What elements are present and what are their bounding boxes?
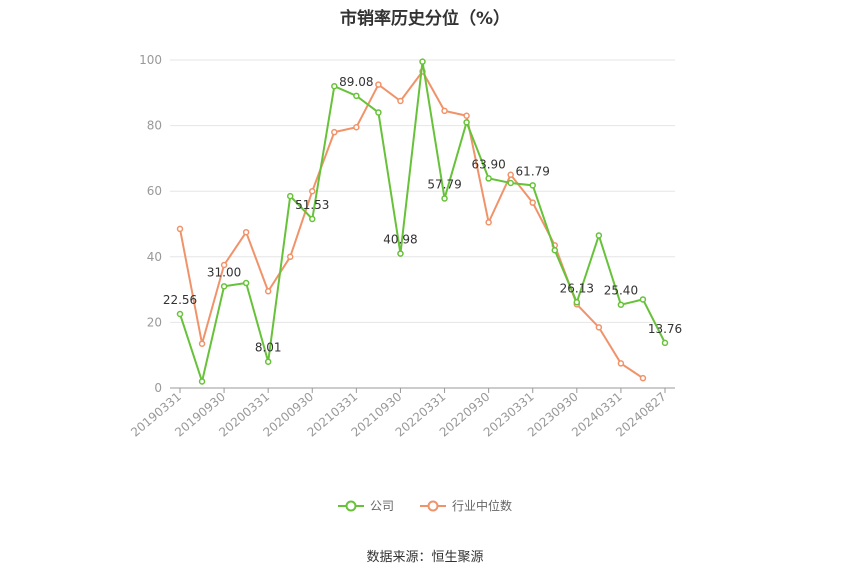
data-label: 26.13 xyxy=(560,281,594,295)
y-tick-label: 100 xyxy=(139,53,162,67)
series-line xyxy=(179,61,666,386)
legend-item-industry-median[interactable]: 行业中位数 xyxy=(420,497,512,514)
data-label: 25.40 xyxy=(604,284,638,298)
data-point xyxy=(507,171,514,179)
y-tick-label: 20 xyxy=(147,315,162,329)
legend-marker-company xyxy=(337,500,364,511)
data-label: 22.56 xyxy=(163,293,197,307)
data-point xyxy=(485,175,492,182)
data-point xyxy=(639,374,647,382)
data-point xyxy=(353,92,360,100)
data-point xyxy=(375,81,382,88)
data-point xyxy=(176,225,184,233)
y-tick-label: 60 xyxy=(147,184,162,198)
data-point xyxy=(529,199,536,206)
legend-item-company[interactable]: 公司 xyxy=(337,497,394,514)
data-point xyxy=(264,358,272,365)
data-point xyxy=(551,246,559,254)
data-point xyxy=(661,339,669,347)
legend-label-company: 公司 xyxy=(369,499,394,513)
data-point xyxy=(198,378,206,385)
data-point xyxy=(441,107,448,115)
data-point xyxy=(353,123,360,131)
data-label: 13.76 xyxy=(648,322,682,336)
chart-title: 市销率历史分位（%） xyxy=(339,9,511,29)
data-point xyxy=(220,261,228,269)
data-point xyxy=(309,215,316,223)
data-label: 51.53 xyxy=(295,198,329,212)
legend-marker-industry-median xyxy=(420,500,446,511)
data-label: 61.79 xyxy=(516,164,550,178)
data-point xyxy=(264,287,272,295)
y-tick-label: 40 xyxy=(147,250,162,264)
data-label: 63.90 xyxy=(471,157,505,171)
data-point xyxy=(419,58,426,65)
data-point xyxy=(397,97,404,105)
data-point xyxy=(573,299,581,306)
data-point xyxy=(463,112,470,120)
source-note: 数据来源：恒生聚源 xyxy=(366,550,484,565)
data-point xyxy=(507,179,514,187)
data-point xyxy=(198,340,206,347)
data-point xyxy=(331,128,338,136)
data-label: 89.08 xyxy=(339,75,373,89)
data-point xyxy=(242,228,250,236)
data-point xyxy=(286,192,294,200)
data-label: 31.00 xyxy=(207,265,241,279)
y-tick-label: 80 xyxy=(147,119,162,133)
series-lines xyxy=(176,58,669,386)
data-point xyxy=(242,279,250,287)
data-label: 8.01 xyxy=(255,341,282,355)
data-point xyxy=(286,253,294,261)
data-label: 40.98 xyxy=(383,233,417,247)
data-point xyxy=(397,250,404,257)
data-point xyxy=(485,219,492,226)
data-labels: 22.56 31.00 8.01 51.53 89.08 40.98 57.79 63.90 6… xyxy=(163,75,682,355)
data-point xyxy=(595,232,603,239)
y-tick-label: 0 xyxy=(154,381,162,395)
data-point xyxy=(309,187,316,195)
data-point xyxy=(595,324,603,331)
data-point xyxy=(639,296,647,303)
data-point xyxy=(375,109,382,116)
data-point xyxy=(331,82,338,90)
data-point xyxy=(441,195,448,202)
legend-label-industry-median: 行业中位数 xyxy=(452,499,513,513)
data-point xyxy=(529,182,536,189)
legend: 公司 行业中位数 xyxy=(0,497,850,514)
series-line xyxy=(179,69,644,379)
data-point xyxy=(617,301,625,308)
data-point xyxy=(220,283,228,290)
data-point xyxy=(617,360,625,367)
data-label: 57.79 xyxy=(427,177,461,191)
data-point xyxy=(463,119,470,126)
data-point xyxy=(176,310,184,318)
